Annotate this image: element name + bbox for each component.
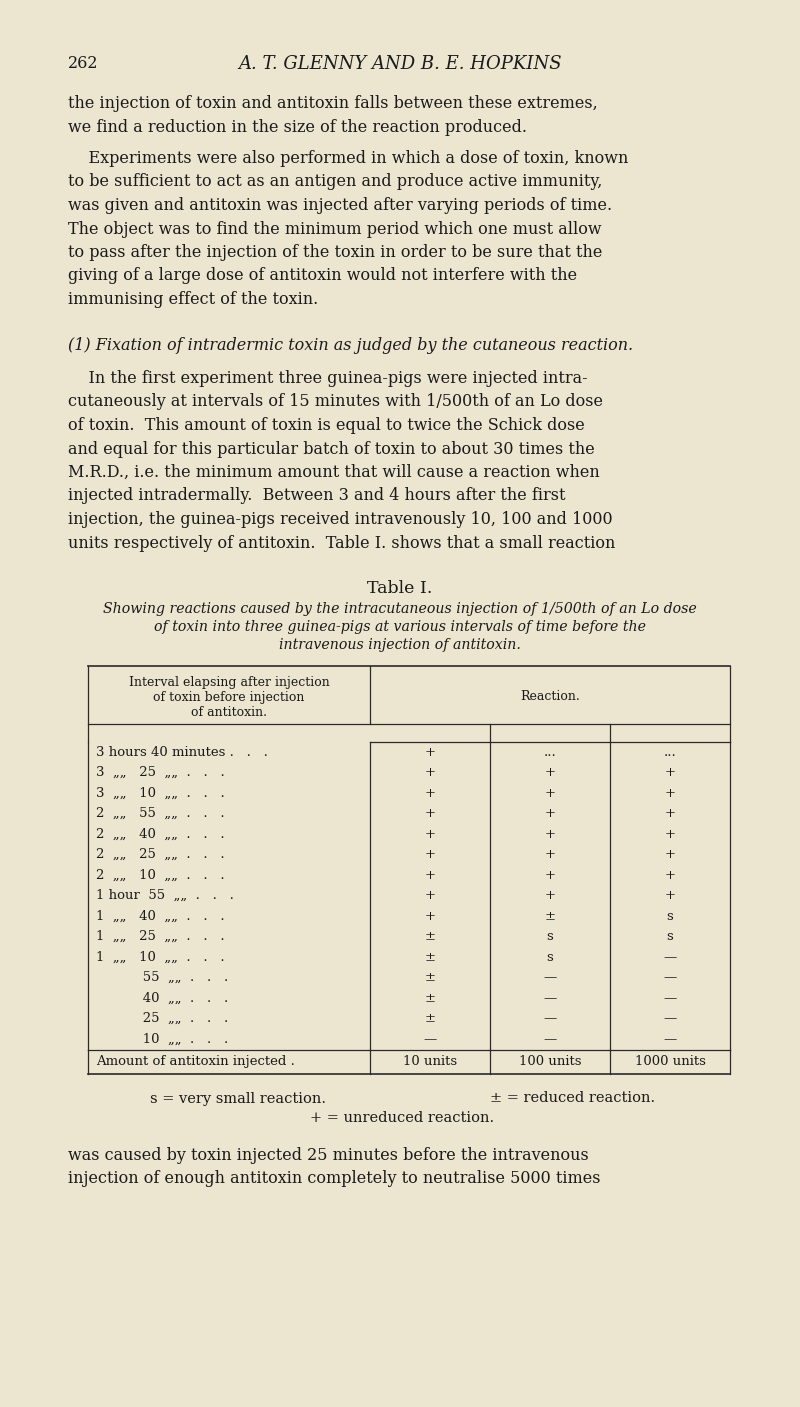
Text: +: + xyxy=(545,848,555,861)
Text: 2  „„   40  „„  .   .   .: 2 „„ 40 „„ . . . xyxy=(96,827,225,841)
Text: giving of a large dose of antitoxin would not interfere with the: giving of a large dose of antitoxin woul… xyxy=(68,267,577,284)
Text: +: + xyxy=(665,767,675,779)
Text: we find a reduction in the size of the reaction produced.: we find a reduction in the size of the r… xyxy=(68,118,527,135)
Text: ±: ± xyxy=(425,971,435,985)
Text: 1  „„   40  „„  .   .   .: 1 „„ 40 „„ . . . xyxy=(96,910,225,923)
Text: 2  „„   55  „„  .   .   .: 2 „„ 55 „„ . . . xyxy=(96,808,225,820)
Text: 1 hour  55  „„  .   .   .: 1 hour 55 „„ . . . xyxy=(96,889,234,902)
Text: The object was to find the minimum period which one must allow: The object was to find the minimum perio… xyxy=(68,221,602,238)
Text: ±: ± xyxy=(425,992,435,1005)
Text: Reaction.: Reaction. xyxy=(520,689,580,704)
Text: s: s xyxy=(546,930,554,943)
Text: 10  „„  .   .   .: 10 „„ . . . xyxy=(96,1033,228,1045)
Text: +: + xyxy=(665,827,675,841)
Text: —: — xyxy=(543,992,557,1005)
Text: intravenous injection of antitoxin.: intravenous injection of antitoxin. xyxy=(279,637,521,651)
Text: 10 units: 10 units xyxy=(403,1055,457,1068)
Text: injection of enough antitoxin completely to neutralise 5000 times: injection of enough antitoxin completely… xyxy=(68,1171,601,1188)
Text: s = very small reaction.: s = very small reaction. xyxy=(150,1092,326,1106)
Text: 3  „„   10  „„  .   .   .: 3 „„ 10 „„ . . . xyxy=(96,787,225,799)
Text: to be sufficient to act as an antigen and produce active immunity,: to be sufficient to act as an antigen an… xyxy=(68,173,602,190)
Text: +: + xyxy=(665,787,675,799)
Text: —: — xyxy=(663,1012,677,1026)
Text: 1  „„   25  „„  .   .   .: 1 „„ 25 „„ . . . xyxy=(96,930,225,943)
Text: —: — xyxy=(663,992,677,1005)
Text: Interval elapsing after injection: Interval elapsing after injection xyxy=(129,675,330,689)
Text: +: + xyxy=(665,868,675,882)
Text: Experiments were also performed in which a dose of toxin, known: Experiments were also performed in which… xyxy=(68,151,628,167)
Text: —: — xyxy=(543,1033,557,1045)
Text: M.R.D., i.e. the minimum amount that will cause a reaction when: M.R.D., i.e. the minimum amount that wil… xyxy=(68,464,600,481)
Text: of toxin into three guinea-pigs at various intervals of time before the: of toxin into three guinea-pigs at vario… xyxy=(154,620,646,635)
Text: 25  „„  .   .   .: 25 „„ . . . xyxy=(96,1012,228,1026)
Text: 1000 units: 1000 units xyxy=(634,1055,706,1068)
Text: and equal for this particular batch of toxin to about 30 times the: and equal for this particular batch of t… xyxy=(68,440,594,457)
Text: +: + xyxy=(545,827,555,841)
Text: —: — xyxy=(663,951,677,964)
Text: +: + xyxy=(665,848,675,861)
Text: +: + xyxy=(545,889,555,902)
Text: ±: ± xyxy=(425,1012,435,1026)
Text: ±: ± xyxy=(425,951,435,964)
Text: Amount of antitoxin injected .: Amount of antitoxin injected . xyxy=(96,1055,295,1068)
Text: units respectively of antitoxin.  Table I. shows that a small reaction: units respectively of antitoxin. Table I… xyxy=(68,535,615,552)
Text: +: + xyxy=(425,910,435,923)
Text: + = unreduced reaction.: + = unreduced reaction. xyxy=(310,1112,494,1126)
Text: +: + xyxy=(665,889,675,902)
Text: +: + xyxy=(665,808,675,820)
Text: +: + xyxy=(545,787,555,799)
Text: A. T. GLENNY AND B. E. HOPKINS: A. T. GLENNY AND B. E. HOPKINS xyxy=(238,55,562,73)
Text: s: s xyxy=(666,910,674,923)
Text: +: + xyxy=(545,808,555,820)
Text: s: s xyxy=(546,951,554,964)
Text: —: — xyxy=(543,971,557,985)
Text: +: + xyxy=(425,827,435,841)
Text: ± = reduced reaction.: ± = reduced reaction. xyxy=(490,1092,655,1106)
Text: ±: ± xyxy=(545,910,555,923)
Text: +: + xyxy=(425,808,435,820)
Text: 262: 262 xyxy=(68,55,98,72)
Text: —: — xyxy=(663,1033,677,1045)
Text: was given and antitoxin was injected after varying periods of time.: was given and antitoxin was injected aft… xyxy=(68,197,612,214)
Text: +: + xyxy=(425,746,435,758)
Text: In the first experiment three guinea-pigs were injected intra-: In the first experiment three guinea-pig… xyxy=(68,370,588,387)
Text: injected intradermally.  Between 3 and 4 hours after the first: injected intradermally. Between 3 and 4 … xyxy=(68,487,566,505)
Text: of antitoxin.: of antitoxin. xyxy=(191,706,267,719)
Text: +: + xyxy=(545,868,555,882)
Text: +: + xyxy=(425,868,435,882)
Text: to pass after the injection of the toxin in order to be sure that the: to pass after the injection of the toxin… xyxy=(68,243,602,262)
Text: ...: ... xyxy=(544,746,556,758)
Text: 40  „„  .   .   .: 40 „„ . . . xyxy=(96,992,228,1005)
Text: cutaneously at intervals of 15 minutes with 1/500th of an Lo dose: cutaneously at intervals of 15 minutes w… xyxy=(68,394,603,411)
Text: —: — xyxy=(663,971,677,985)
Text: 55  „„  .   .   .: 55 „„ . . . xyxy=(96,971,228,985)
Text: 1  „„   10  „„  .   .   .: 1 „„ 10 „„ . . . xyxy=(96,951,225,964)
Text: Showing reactions caused by the intracutaneous injection of 1/500th of an Lo dos: Showing reactions caused by the intracut… xyxy=(103,602,697,616)
Text: of toxin.  This amount of toxin is equal to twice the Schick dose: of toxin. This amount of toxin is equal … xyxy=(68,416,585,433)
Text: 2  „„   10  „„  .   .   .: 2 „„ 10 „„ . . . xyxy=(96,868,225,882)
Text: ...: ... xyxy=(664,746,676,758)
Text: s: s xyxy=(666,930,674,943)
Text: (1) Fixation of intradermic toxin as judged by the cutaneous reaction.: (1) Fixation of intradermic toxin as jud… xyxy=(68,336,633,353)
Text: injection, the guinea-pigs received intravenously 10, 100 and 1000: injection, the guinea-pigs received intr… xyxy=(68,511,613,528)
Text: +: + xyxy=(425,848,435,861)
Text: 100 units: 100 units xyxy=(518,1055,582,1068)
Text: 3 hours 40 minutes .   .   .: 3 hours 40 minutes . . . xyxy=(96,746,268,758)
Text: —: — xyxy=(423,1033,437,1045)
Text: Table I.: Table I. xyxy=(367,580,433,597)
Text: +: + xyxy=(425,767,435,779)
Text: +: + xyxy=(425,889,435,902)
Text: —: — xyxy=(543,1012,557,1026)
Text: of toxin before injection: of toxin before injection xyxy=(154,691,305,704)
Text: 3  „„   25  „„  .   .   .: 3 „„ 25 „„ . . . xyxy=(96,767,225,779)
Text: was caused by toxin injected 25 minutes before the intravenous: was caused by toxin injected 25 minutes … xyxy=(68,1147,589,1164)
Text: +: + xyxy=(545,767,555,779)
Text: immunising effect of the toxin.: immunising effect of the toxin. xyxy=(68,291,318,308)
Text: ±: ± xyxy=(425,930,435,943)
Text: +: + xyxy=(425,787,435,799)
Text: the injection of toxin and antitoxin falls between these extremes,: the injection of toxin and antitoxin fal… xyxy=(68,96,598,113)
Text: 2  „„   25  „„  .   .   .: 2 „„ 25 „„ . . . xyxy=(96,848,225,861)
